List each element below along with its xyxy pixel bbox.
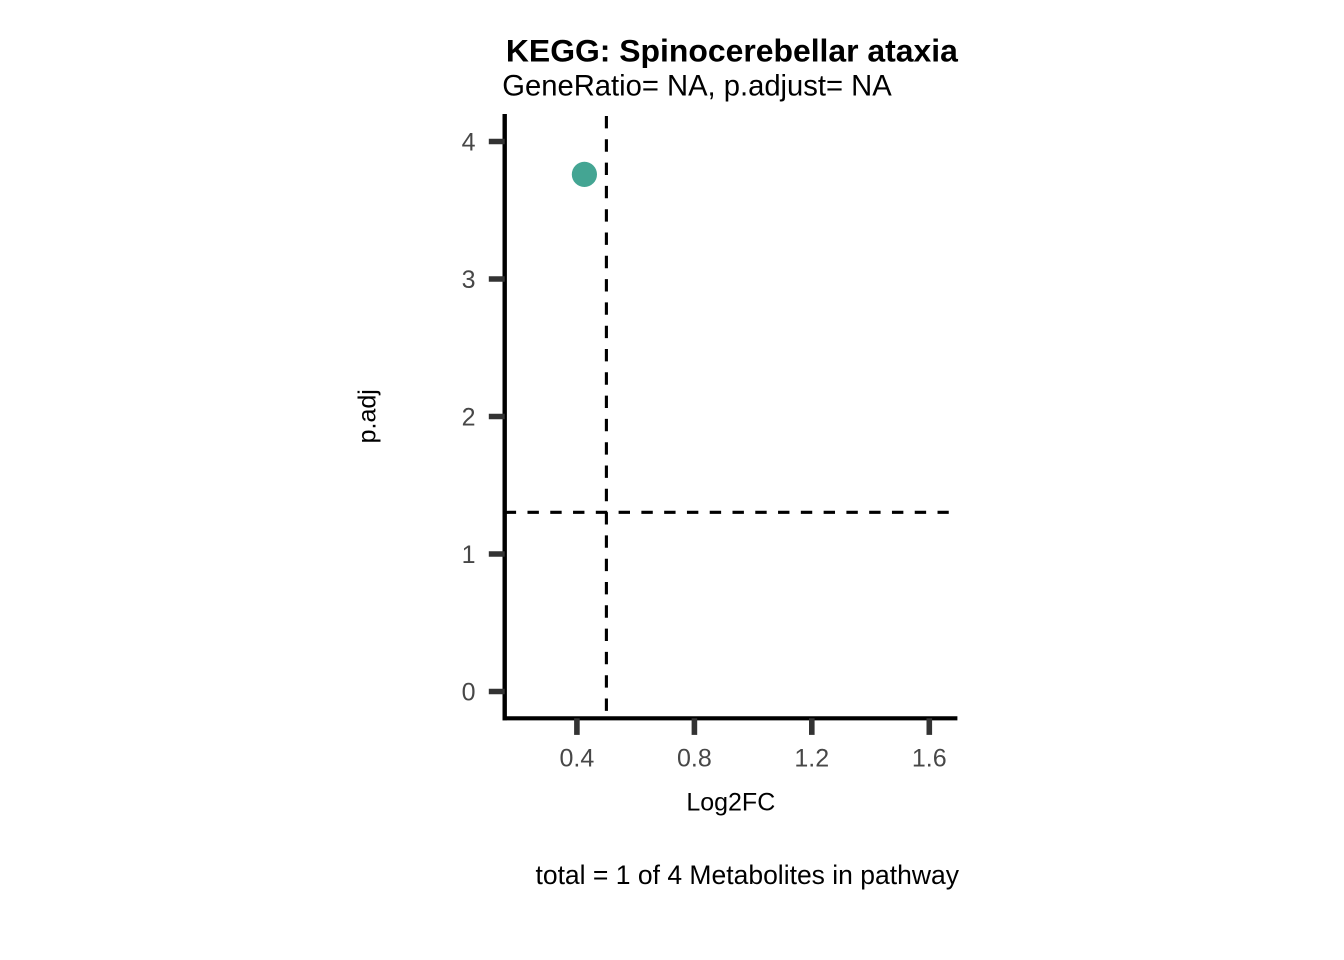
svg-text:GeneRatio= NA, p.adjust= NA: GeneRatio= NA, p.adjust= NA <box>502 71 892 103</box>
svg-text:4: 4 <box>462 128 476 156</box>
svg-text:KEGG: Spinocerebellar ataxia: KEGG: Spinocerebellar ataxia <box>506 33 958 69</box>
svg-text:0.4: 0.4 <box>560 745 595 773</box>
svg-text:1: 1 <box>462 541 476 569</box>
svg-text:p.adj: p.adj <box>354 389 382 443</box>
svg-text:0.8: 0.8 <box>677 745 712 773</box>
svg-text:2: 2 <box>462 403 476 431</box>
svg-text:Log2FC: Log2FC <box>686 788 775 816</box>
svg-text:1.6: 1.6 <box>912 745 947 773</box>
svg-text:total = 1 of 4 Metabolites in: total = 1 of 4 Metabolites in pathway <box>535 860 959 890</box>
svg-text:1.2: 1.2 <box>794 745 829 773</box>
svg-text:3: 3 <box>462 266 476 294</box>
svg-text:0: 0 <box>462 678 476 706</box>
